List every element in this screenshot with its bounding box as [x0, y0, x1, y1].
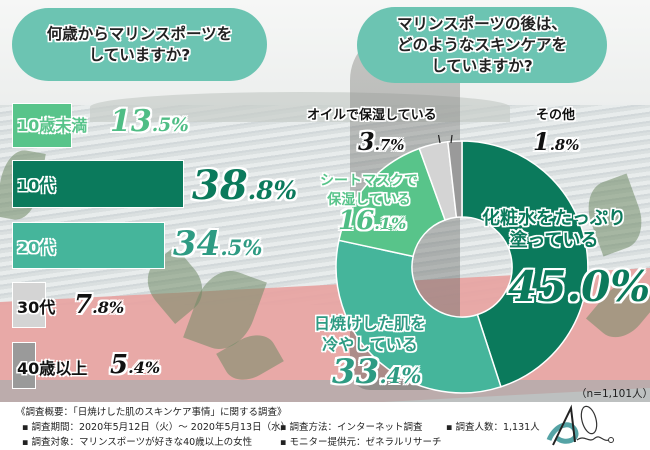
bar-over-40 — [12, 342, 36, 389]
title-line: マリンスポーツの後は、 — [397, 14, 567, 33]
slice-label-other: その他 — [536, 108, 576, 123]
survey-heading: 《調査概要：「日焼けした肌のスキンケア事情」に関する調査》 — [16, 407, 287, 418]
survey-target: ▪ 調査対象：マリンスポーツが好きな40歳以上の女性 — [22, 437, 253, 448]
title-line: していますか? — [88, 45, 191, 64]
left-chart-title: 何歳からマリンスポーツを していますか? — [12, 8, 267, 81]
slice-value-cooling: 33.4% — [332, 352, 422, 392]
bar-value: 13.5% — [110, 104, 189, 139]
sample-size-note: （n=1,101人） — [576, 388, 650, 400]
survey-method: ▪ 調査方法：インターネット調査 — [280, 422, 423, 433]
donut-slice-sheet-mask — [338, 147, 447, 258]
slice-value-sheet-mask: 16.1% — [338, 206, 407, 236]
right-chart-title: マリンスポーツの後は、 どのようなスキンケアを していますか? — [357, 7, 607, 83]
donut-svg — [335, 104, 589, 394]
survey-period: ▪ 調査期間：2020年5月12日（火）～ 2020年5月13日（水） — [22, 422, 291, 433]
brand-logo — [546, 404, 614, 446]
skincare-donut-chart — [330, 104, 590, 395]
slice-label-toner: 化粧水をたっぷり 塗っている — [482, 208, 626, 251]
survey-provider: ▪ モニター提供元：ゼネラルリサーチ — [280, 437, 442, 448]
slice-label-cooling: 日焼けした肌を 冷やしている — [314, 314, 427, 354]
bar-twenties — [12, 222, 165, 269]
bar-under-10 — [12, 103, 72, 148]
bar-label: 10代 — [17, 176, 56, 195]
slice-value-toner: 45.0% — [508, 262, 650, 311]
bar-thirties — [12, 282, 46, 328]
bar-value: 7.8% — [74, 290, 125, 320]
title-line: 何歳からマリンスポーツを — [46, 24, 233, 43]
bar-label: 30代 — [17, 298, 56, 317]
slice-label-sheet-mask: シートマスクで 保湿している — [320, 173, 418, 208]
bar-value: 5.4% — [110, 350, 161, 380]
footer-panel — [0, 402, 650, 450]
slice-label-oil: オイルで保湿している — [307, 108, 437, 123]
bar-label: 40歳以上 — [17, 359, 88, 378]
survey-count: ▪ 調査人数：1,131人 — [446, 422, 540, 433]
bar-label: 10歳未満 — [17, 116, 88, 135]
slice-value-oil: 3.7% — [358, 127, 405, 156]
bar-value: 38.8% — [192, 162, 298, 209]
donut-slice-toner — [461, 140, 589, 388]
donut-slice-cooling — [335, 239, 502, 394]
bar-teens — [12, 160, 184, 208]
slice-value-other: 1.8% — [533, 127, 580, 156]
title-line: どのようなスキンケアを — [396, 35, 568, 54]
bar-label: 20代 — [17, 238, 56, 257]
donut-slice-other — [446, 140, 463, 219]
bar-value: 34.5% — [173, 224, 263, 264]
title-line: していますか? — [431, 56, 533, 75]
